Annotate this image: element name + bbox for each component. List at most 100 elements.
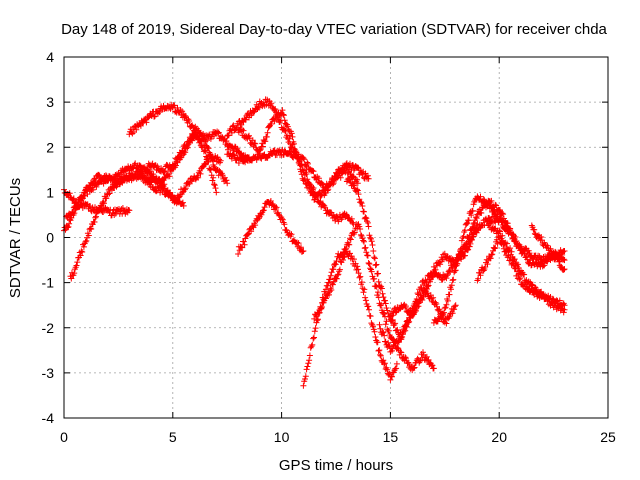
- data-point-marker: [242, 235, 249, 242]
- data-point-marker: [340, 167, 347, 174]
- data-point-marker: [316, 309, 323, 316]
- data-point-marker: [446, 313, 453, 320]
- data-point-marker: [347, 236, 354, 243]
- data-point-marker: [355, 270, 362, 277]
- data-point-marker: [377, 325, 384, 332]
- data-point-marker: [463, 240, 470, 247]
- data-point-marker: [332, 217, 339, 224]
- data-point-marker: [358, 279, 365, 286]
- data-point-marker: [213, 189, 220, 196]
- series-track-12: [311, 221, 437, 374]
- data-point-marker: [397, 349, 404, 355]
- data-point-marker: [443, 275, 450, 282]
- data-point-marker: [363, 215, 370, 222]
- data-point-marker: [402, 303, 409, 310]
- data-point-marker: [392, 320, 399, 327]
- data-point-marker: [93, 183, 100, 190]
- data-point-marker: [195, 174, 202, 181]
- data-point-marker: [317, 198, 324, 205]
- data-point-marker: [393, 360, 400, 367]
- data-point-marker: [500, 211, 507, 218]
- data-point-marker: [327, 276, 333, 283]
- data-point-marker: [166, 173, 173, 180]
- data-point-marker: [381, 332, 388, 339]
- data-point-marker: [379, 329, 386, 335]
- data-point-marker: [376, 347, 383, 354]
- series-track-9: [235, 107, 372, 203]
- data-point-marker: [469, 207, 476, 214]
- data-point-marker: [371, 328, 378, 335]
- data-point-marker: [158, 183, 165, 189]
- data-point-marker: [333, 258, 340, 264]
- data-point-marker: [480, 196, 487, 203]
- data-point-marker: [487, 255, 494, 262]
- data-point-marker: [458, 237, 465, 244]
- data-point-marker: [262, 138, 269, 145]
- data-point-marker: [364, 172, 371, 179]
- data-point-marker: [388, 373, 395, 380]
- data-point-marker: [66, 190, 73, 197]
- data-point-marker: [559, 251, 566, 258]
- data-point-marker: [371, 254, 378, 261]
- data-point-marker: [497, 207, 503, 213]
- data-point-marker: [375, 289, 381, 296]
- data-point-marker: [240, 127, 247, 134]
- data-point-marker: [295, 159, 302, 166]
- data-point-marker: [384, 366, 391, 373]
- data-point-marker: [301, 156, 308, 163]
- data-point-marker: [205, 145, 212, 152]
- data-point-marker: [489, 251, 496, 258]
- data-point-marker: [309, 341, 316, 348]
- data-point-marker: [312, 325, 319, 332]
- data-point-marker: [365, 175, 372, 182]
- data-point-marker: [370, 323, 376, 330]
- data-point-marker: [301, 177, 308, 184]
- data-point-marker: [355, 266, 361, 273]
- data-point-marker: [326, 291, 332, 298]
- data-point-marker: [497, 228, 503, 235]
- data-point-marker: [430, 294, 437, 301]
- data-point-marker: [477, 272, 484, 279]
- data-point-marker: [560, 266, 567, 273]
- data-point-marker: [329, 281, 336, 288]
- data-point-marker: [448, 286, 454, 293]
- data-point-marker: [173, 158, 180, 165]
- data-point-marker: [475, 275, 482, 282]
- data-point-marker: [357, 199, 364, 205]
- data-point-marker: [484, 261, 491, 268]
- data-point-marker: [330, 266, 337, 273]
- data-point-marker: [354, 186, 360, 193]
- data-point-marker: [433, 301, 440, 307]
- x-tick-label: 20: [491, 429, 507, 445]
- data-point-marker: [465, 217, 472, 224]
- data-point-marker: [538, 234, 545, 240]
- data-point-marker: [98, 203, 105, 210]
- data-point-marker: [437, 261, 444, 268]
- data-point-marker: [324, 187, 331, 194]
- data-point-marker: [437, 314, 444, 321]
- data-point-marker: [365, 223, 372, 230]
- data-point-marker: [524, 256, 531, 263]
- data-point-marker: [196, 133, 203, 140]
- data-point-marker: [287, 147, 294, 154]
- x-tick-label: 10: [274, 429, 290, 445]
- data-point-marker: [377, 351, 384, 358]
- data-point-marker: [425, 282, 432, 289]
- y-tick-label: -3: [42, 365, 55, 381]
- data-point-marker: [78, 248, 85, 255]
- data-point-marker: [378, 301, 385, 308]
- data-point-marker: [354, 180, 361, 187]
- data-point-marker: [73, 262, 80, 269]
- data-point-marker: [90, 186, 97, 193]
- data-point-marker: [228, 129, 235, 136]
- data-point-marker: [462, 227, 468, 234]
- data-point-marker: [202, 161, 209, 168]
- data-point-marker: [416, 358, 423, 364]
- data-point-marker: [189, 137, 196, 144]
- data-point-marker: [354, 263, 361, 270]
- data-point-marker: [303, 366, 310, 373]
- data-point-marker: [462, 252, 468, 259]
- data-point-marker: [267, 198, 274, 204]
- data-point-marker: [450, 276, 457, 283]
- data-point-marker: [469, 223, 476, 230]
